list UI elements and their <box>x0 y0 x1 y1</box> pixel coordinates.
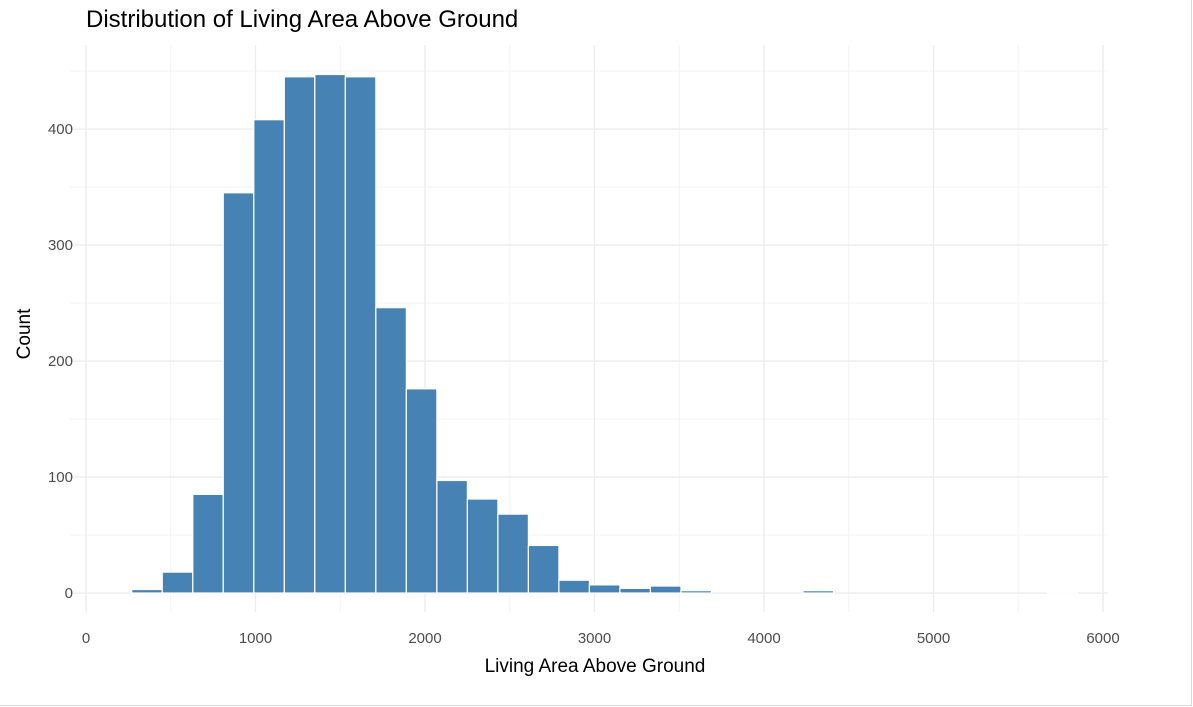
y-axis-tick-labels: 0 100 200 300 400 <box>48 121 73 602</box>
x-tick-label: 6000 <box>1086 630 1119 647</box>
x-tick-label: 3000 <box>578 630 611 647</box>
histogram-bar <box>497 513 529 594</box>
chart-title: Distribution of Living Area Above Ground <box>86 6 519 33</box>
histogram-bar <box>344 76 377 594</box>
y-tick-label: 200 <box>48 353 73 370</box>
histogram-bar <box>619 587 652 594</box>
histogram-bar <box>192 493 224 594</box>
x-axis-tick-labels: 0 1000 2000 3000 4000 5000 6000 <box>82 630 1120 647</box>
histogram-bar <box>466 498 499 594</box>
histogram-bar <box>131 588 163 594</box>
histogram-bar <box>1046 591 1079 594</box>
histogram-bar <box>680 590 713 594</box>
y-tick-label: 0 <box>65 585 73 602</box>
x-tick-label: 1000 <box>239 630 272 647</box>
histogram-bar <box>649 585 682 594</box>
histogram-bar <box>375 307 407 594</box>
histogram-bar <box>802 590 835 594</box>
histogram-bar <box>161 571 194 594</box>
y-axis-title: Count <box>14 308 35 359</box>
y-tick-label: 300 <box>48 237 73 254</box>
histogram-bar <box>558 579 591 594</box>
histogram-bar <box>405 388 438 594</box>
y-tick-label: 400 <box>48 121 73 138</box>
histogram-bar <box>283 76 316 594</box>
histogram-bar <box>436 479 468 594</box>
x-tick-label: 0 <box>82 630 90 647</box>
histogram-bar <box>222 192 255 594</box>
histogram-bar <box>527 544 560 594</box>
histogram-bar <box>314 73 346 594</box>
x-tick-label: 2000 <box>408 630 441 647</box>
y-tick-label: 100 <box>48 469 73 486</box>
x-axis-title: Living Area Above Ground <box>485 656 706 677</box>
histogram-bar <box>588 584 621 594</box>
x-tick-label: 4000 <box>747 630 780 647</box>
x-tick-label: 5000 <box>917 630 950 647</box>
histogram-bars <box>131 73 1079 594</box>
histogram-bar <box>253 119 285 594</box>
